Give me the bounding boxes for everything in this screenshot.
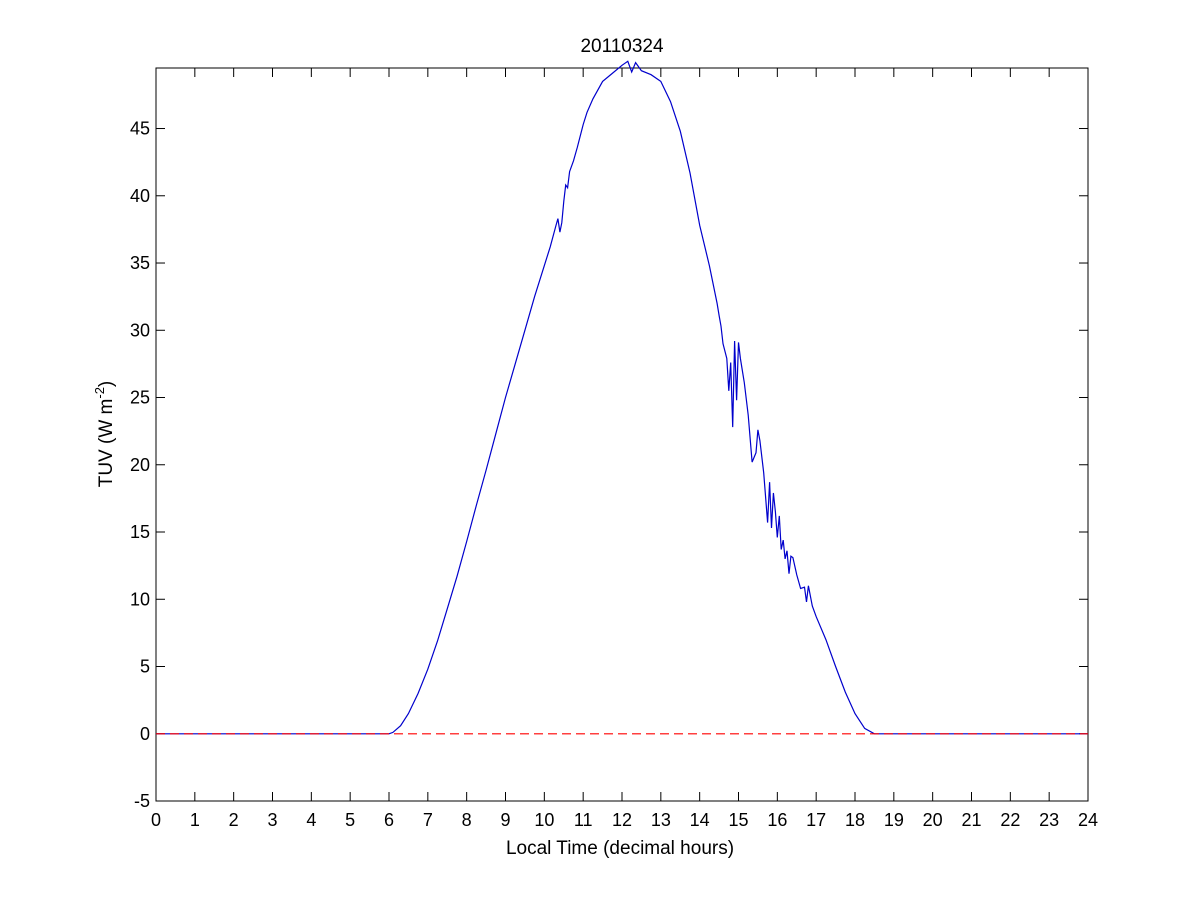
x-tick-label: 9 xyxy=(500,810,510,830)
x-tick-label: 4 xyxy=(306,810,316,830)
y-ticks: -5 0 5 10 15 20 25 30 35 40 45 xyxy=(130,119,1088,811)
x-tick-label: 7 xyxy=(423,810,433,830)
y-tick-label: 5 xyxy=(140,657,150,677)
y-tick-label: 25 xyxy=(130,388,150,408)
x-tick-label: 13 xyxy=(651,810,671,830)
y-tick-label: 35 xyxy=(130,253,150,273)
x-tick-label: 20 xyxy=(923,810,943,830)
x-tick-label: 0 xyxy=(151,810,161,830)
y-tick-label: 45 xyxy=(130,119,150,139)
chart-title: 20110324 xyxy=(580,36,664,57)
x-tick-label: 3 xyxy=(267,810,277,830)
x-tick-label: 18 xyxy=(845,810,865,830)
y-tick-label: 0 xyxy=(140,724,150,744)
plot-area xyxy=(155,67,1089,802)
y-tick-label: 15 xyxy=(130,522,150,542)
x-ticks: 0 1 2 3 4 5 6 7 8 9 10 11 12 13 14 15 16 17 18 19 20 21 22 23 24 xyxy=(151,68,1098,830)
x-tick-label: 19 xyxy=(884,810,904,830)
x-tick-label: 8 xyxy=(462,810,472,830)
x-tick-label: 23 xyxy=(1039,810,1059,830)
y-tick-label: 40 xyxy=(130,186,150,206)
x-axis-label: Local Time (decimal hours) xyxy=(506,838,734,859)
x-tick-label: 2 xyxy=(229,810,239,830)
y-axis-label-main: TUV (W m xyxy=(96,399,117,488)
y-tick-label: -5 xyxy=(134,791,150,811)
x-tick-label: 11 xyxy=(574,810,593,830)
series-layer xyxy=(156,60,1088,735)
x-tick-label: 12 xyxy=(612,810,632,830)
x-tick-label: 10 xyxy=(534,810,554,830)
x-tick-label: 22 xyxy=(1000,810,1020,830)
x-tick-label: 14 xyxy=(690,810,710,830)
x-tick-label: 16 xyxy=(767,810,787,830)
x-tick-label: 1 xyxy=(190,810,200,830)
x-tick-label: 24 xyxy=(1078,810,1098,830)
x-tick-label: 5 xyxy=(345,810,355,830)
x-tick-label: 6 xyxy=(384,810,394,830)
y-axis-label-superscript: -2 xyxy=(92,387,107,399)
tuv-series-line xyxy=(156,60,1088,735)
x-tick-label: 21 xyxy=(961,810,981,830)
y-tick-label: 30 xyxy=(130,320,150,340)
y-tick-label: 10 xyxy=(130,589,150,609)
x-tick-label: 15 xyxy=(728,810,748,830)
y-axis-label: TUV (W m-2) xyxy=(92,381,117,488)
x-tick-label: 17 xyxy=(806,810,826,830)
y-axis-label-suffix: ) xyxy=(96,381,117,387)
y-tick-label: 20 xyxy=(130,455,150,475)
